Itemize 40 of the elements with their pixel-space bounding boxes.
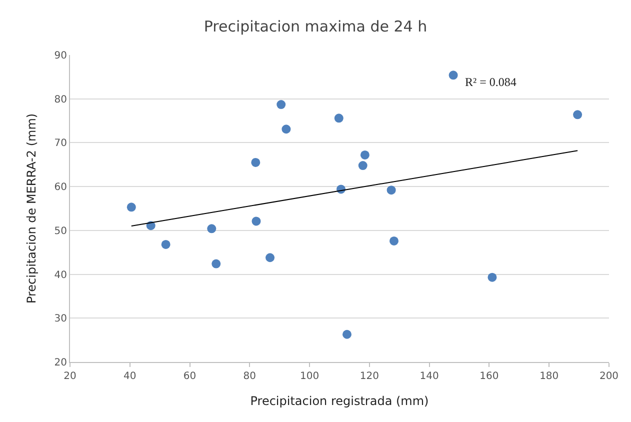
x-tick-label: 160 <box>480 371 499 382</box>
point <box>161 240 170 249</box>
point <box>342 330 352 339</box>
y-axis-title: Precipitacion de MERRA-2 (mm) <box>24 113 39 304</box>
y-tick-label: 60 <box>54 182 67 194</box>
x-tick-label: 80 <box>243 371 256 382</box>
x-tick-label: 60 <box>183 371 196 382</box>
x-tick-label: 20 <box>64 371 76 382</box>
y-tick-label: 80 <box>54 94 67 106</box>
x-tick-label: 40 <box>124 371 136 382</box>
point <box>251 158 260 167</box>
point <box>358 161 368 170</box>
point <box>386 186 396 195</box>
point <box>448 70 458 80</box>
y-tick-label: 30 <box>54 314 67 325</box>
y-tick-label: 70 <box>54 138 67 150</box>
x-tick-label: 140 <box>420 371 439 382</box>
y-tick-label: 90 <box>54 50 67 62</box>
point <box>276 100 286 110</box>
x-tick-label: 120 <box>360 371 379 382</box>
point <box>573 110 582 120</box>
x-tick-label: 200 <box>599 371 619 382</box>
x-axis-title: Precipitacion registrada (mm) <box>250 394 429 408</box>
point <box>252 216 261 226</box>
y-tick-label: 40 <box>54 270 67 281</box>
point <box>488 272 497 282</box>
point <box>360 150 370 160</box>
point <box>266 253 275 262</box>
chart-title: Precipitacion maxima de 24 h <box>204 18 428 36</box>
y-tick-label: 20 <box>54 358 67 368</box>
point <box>390 236 398 246</box>
x-tick-label: 100 <box>300 371 320 382</box>
annotation: R² = 0.084 <box>465 75 516 89</box>
point <box>334 114 344 123</box>
x-tick-label: 180 <box>540 371 559 382</box>
point <box>282 124 291 134</box>
point <box>212 259 221 268</box>
point <box>126 202 136 212</box>
point <box>207 224 216 234</box>
y-tick-label: 50 <box>54 226 67 237</box>
